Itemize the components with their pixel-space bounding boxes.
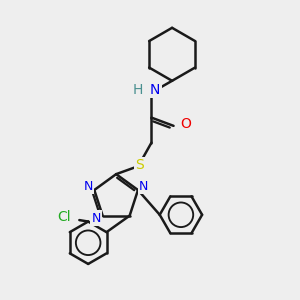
Text: S: S — [135, 158, 144, 172]
Text: H: H — [133, 82, 143, 97]
Text: O: O — [180, 117, 191, 131]
Text: N: N — [150, 82, 160, 97]
Text: Cl: Cl — [57, 210, 70, 224]
Text: N: N — [92, 212, 101, 224]
Text: N: N — [84, 180, 93, 193]
Text: N: N — [139, 180, 148, 193]
